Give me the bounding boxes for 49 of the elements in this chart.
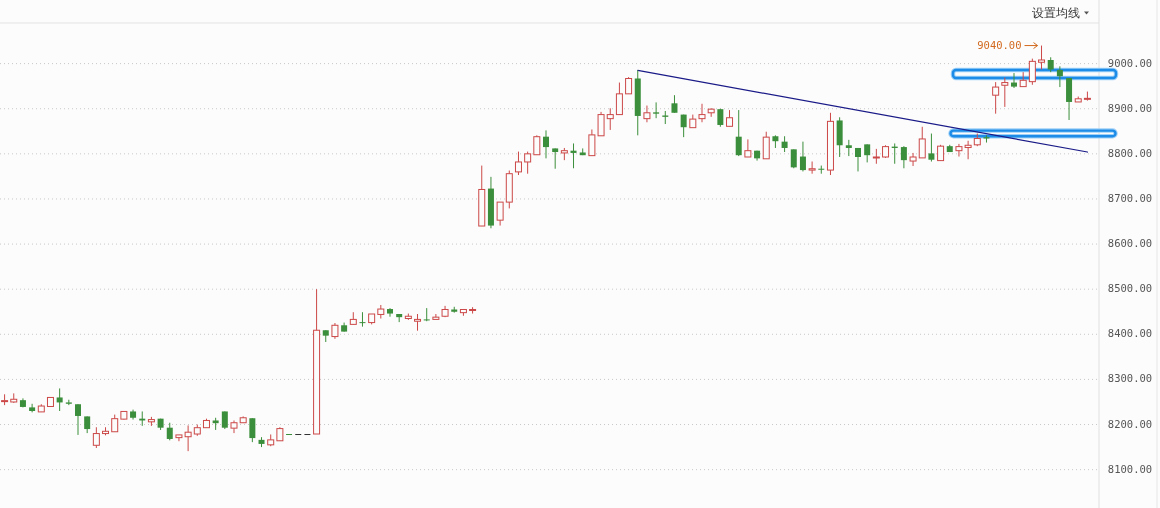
candlestick (799, 141, 806, 172)
candlestick (75, 403, 81, 436)
candlestick (496, 201, 504, 227)
candlestick (533, 134, 541, 156)
candlestick (249, 417, 256, 443)
y-tick-label: 9000.00 (1107, 56, 1153, 69)
y-tick-label: 8200.00 (1107, 417, 1153, 430)
candlestick (1001, 77, 1009, 108)
candlestick (744, 138, 752, 158)
candlestick (698, 103, 706, 123)
candlestick (543, 129, 549, 159)
candlestick (606, 107, 614, 131)
y-tick-label: 8100.00 (1107, 462, 1153, 475)
candlestick (423, 307, 430, 322)
candlestick (735, 109, 742, 157)
candlestick (56, 387, 63, 412)
text: 设置均线 (1032, 5, 1080, 20)
candlestick (762, 131, 770, 160)
candlestick (432, 313, 440, 320)
y-tick-label: 8300.00 (1107, 372, 1153, 385)
candlestick (900, 145, 907, 169)
candlestick (918, 126, 926, 159)
y-tick-label: 8600.00 (1107, 237, 1153, 250)
candlestick (1038, 45, 1046, 70)
y-tick-label: 8400.00 (1107, 327, 1153, 340)
candlestick (1028, 58, 1036, 86)
candlestick (524, 151, 532, 175)
candlestick (514, 151, 522, 176)
annotation: 9040.00 (977, 38, 1022, 51)
candlestick (790, 148, 797, 169)
y-tick-label: 8900.00 (1107, 101, 1153, 114)
candlestick (909, 152, 917, 167)
candlestick (992, 81, 1000, 115)
candlestick (928, 133, 935, 163)
candlestick (1011, 72, 1017, 89)
candlestick (808, 161, 816, 175)
candlestick (92, 426, 100, 449)
candlestick (552, 147, 559, 170)
y-tick-label: 8500.00 (1107, 282, 1153, 295)
candlestick (653, 101, 660, 119)
candlestick (643, 105, 651, 123)
candlestick (230, 419, 238, 434)
candlestick (615, 82, 623, 116)
candlestick (1066, 77, 1073, 121)
candlestick (864, 143, 871, 163)
candlestick (1056, 65, 1063, 88)
candlestick (359, 311, 366, 328)
y-tick-label: 8800.00 (1107, 146, 1153, 159)
y-tick-label: 8700.00 (1107, 191, 1153, 204)
